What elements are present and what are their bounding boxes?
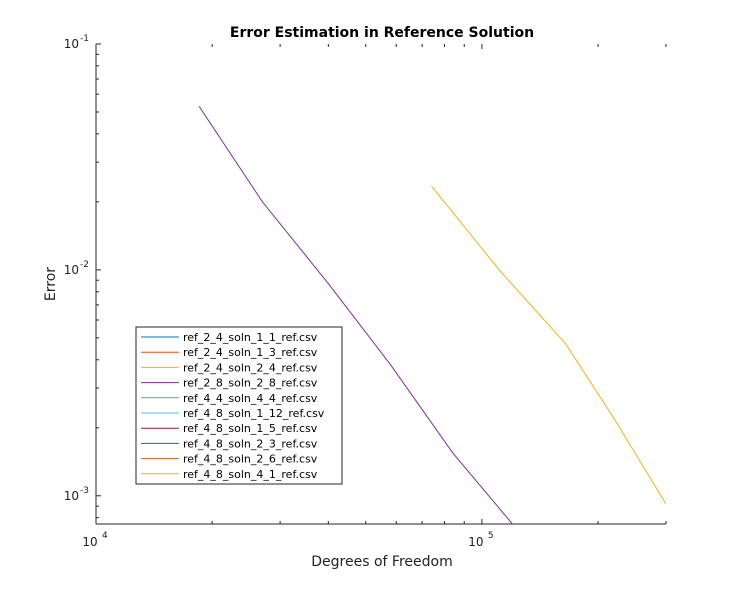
legend-box (135, 326, 343, 485)
x-tick-label: 10 (468, 535, 483, 549)
y-ticks: 10-310-210-1 (64, 34, 101, 519)
x-tick-label: 10 (82, 535, 97, 549)
series-line (198, 106, 513, 524)
x-tick-label-exponent: 4 (102, 531, 108, 541)
legend-label: ref_4_8_soln_1_12_ref.csv (183, 407, 325, 420)
legend: ref_2_4_soln_1_1_ref.csv ref_2_4_soln_1_3… (135, 326, 343, 485)
legend-label: ref_2_4_soln_1_1_ref.csv (183, 331, 318, 344)
legend-label: ref_4_8_soln_4_1_ref.csv (183, 468, 318, 481)
series-line (431, 185, 666, 505)
legend-label: ref_2_4_soln_1_3_ref.csv (183, 346, 318, 359)
legend-label: ref_4_8_soln_2_6_ref.csv (183, 453, 318, 466)
x-tick-label-exponent: 5 (488, 531, 494, 541)
legend-label: ref_2_4_soln_2_4_ref.csv (183, 361, 318, 374)
legend-label: ref_2_8_soln_2_8_ref.csv (183, 377, 318, 390)
y-tick-label: 10 (64, 263, 79, 277)
series-lines (198, 106, 666, 524)
y-tick-label: 10 (64, 37, 79, 51)
y-tick-label: 10 (64, 489, 79, 503)
legend-label: ref_4_8_soln_2_3_ref.csv (183, 437, 318, 450)
legend-label: ref_4_4_soln_4_4_ref.csv (183, 392, 318, 405)
legend-entries: ref_2_4_soln_1_1_ref.csv ref_2_4_soln_1_3… (141, 331, 325, 481)
x-ticks: 10 4 10 5 (82, 44, 667, 549)
y-tick-label-exponent: -1 (80, 34, 89, 44)
axes (95, 44, 666, 525)
legend-label: ref_4_8_soln_1_5_ref.csv (183, 422, 318, 435)
chart-title: Error Estimation in Reference Solution (230, 25, 534, 41)
x-axis-label: Degrees of Freedom (311, 554, 452, 570)
y-tick-label-exponent: -3 (80, 486, 89, 496)
y-axis-label: Error (43, 267, 59, 301)
y-tick-label-exponent: -2 (80, 260, 89, 270)
